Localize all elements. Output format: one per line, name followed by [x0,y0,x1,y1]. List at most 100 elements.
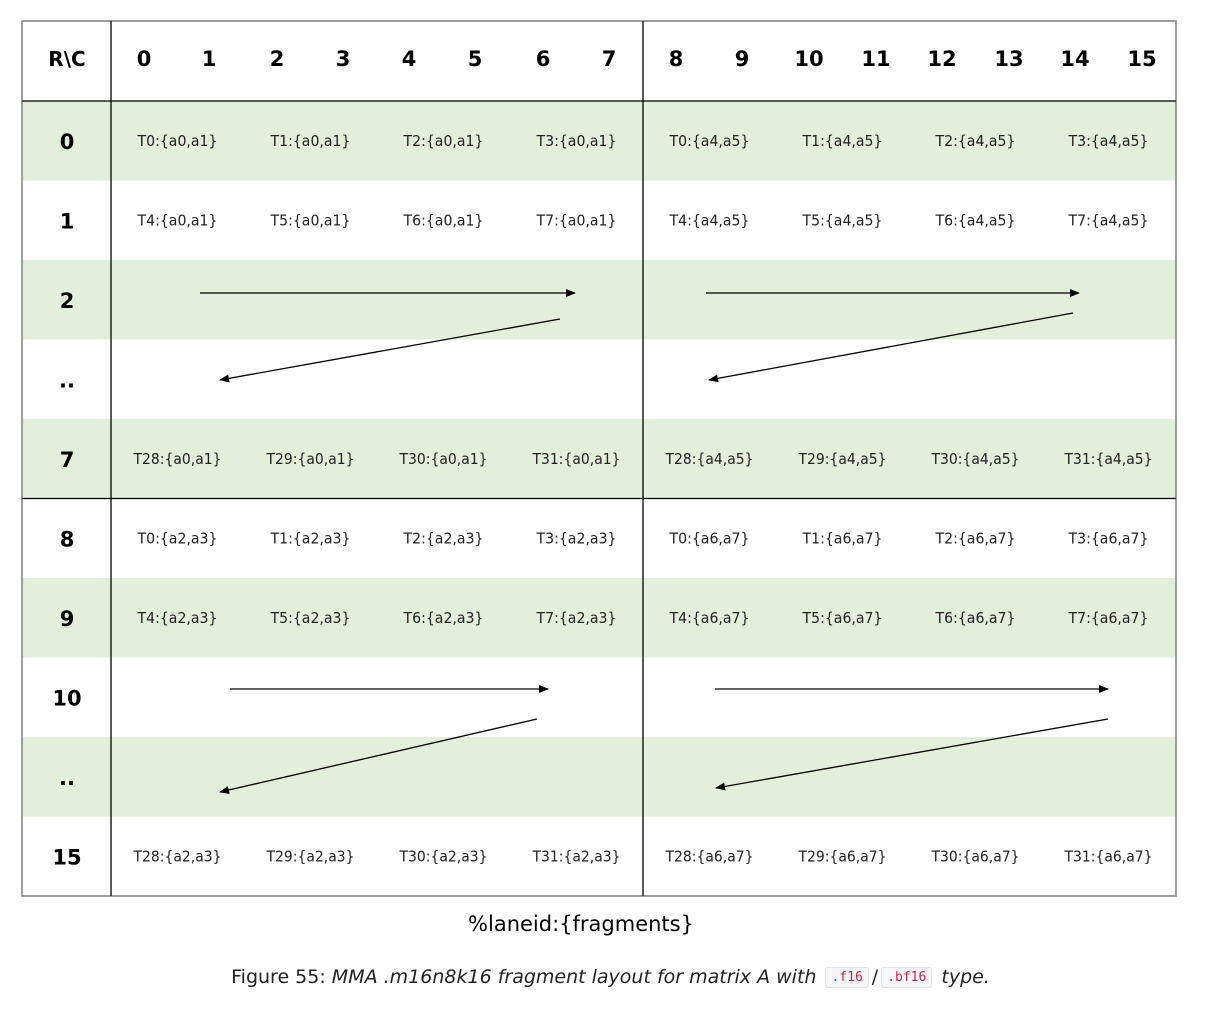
fragment-cell: T7:{a0,a1} [536,211,617,229]
fragment-cell: T30:{a6,a7} [931,847,1020,865]
column-header-label: 9 [735,47,750,71]
column-header-label: 6 [536,47,551,71]
fragment-cell: T31:{a2,a3} [532,847,621,865]
fragment-cell: T7:{a2,a3} [536,609,617,627]
row-label: 15 [52,845,81,869]
fragment-cell: T30:{a0,a1} [399,450,488,468]
arrow-back-upper-right [708,312,1074,383]
column-header-label: 1 [202,47,217,71]
fragment-cell: T5:{a0,a1} [270,211,351,229]
column-header-label: 10 [794,47,823,71]
fragment-cell: T29:{a2,a3} [266,847,355,865]
caption-separator: / [871,966,879,988]
column-header-label: 11 [861,47,890,71]
column-header-label: 15 [1127,47,1156,71]
row-band [22,101,1176,181]
fragment-cell: T28:{a2,a3} [133,847,222,865]
fragment-cell: T7:{a4,a5} [1068,211,1149,229]
row-label: 7 [60,448,75,472]
fragment-cell: T3:{a4,a5} [1068,132,1149,150]
fragment-cell: T2:{a0,a1} [403,132,484,150]
row-label: 9 [60,607,75,631]
row-label: 1 [60,209,75,233]
caption-prefix: Figure 55: [231,966,332,988]
fragment-cell: T0:{a4,a5} [669,132,750,150]
legend-text: %laneid:{fragments} [468,912,694,936]
fragment-cell: T28:{a4,a5} [665,450,754,468]
fragment-cell: T5:{a6,a7} [802,609,883,627]
row-band [22,260,1176,340]
column-header-label: 7 [602,47,617,71]
caption-italic-text: MMA .m16n8k16 fragment layout for matrix… [331,966,817,988]
column-header-label: 12 [927,47,956,71]
row-band [22,737,1176,817]
fragment-cell: T30:{a4,a5} [931,450,1020,468]
row-label: 2 [60,289,75,313]
fragment-cell: T5:{a4,a5} [802,211,883,229]
fragment-cell: T3:{a0,a1} [536,132,617,150]
continuation-arrows [200,289,1109,794]
column-header: R\C 0 1 2 3 4 5 6 7 8 9 10 11 12 13 14 15 [48,47,1156,71]
fragment-cell: T4:{a4,a5} [669,211,750,229]
fragment-cell: T1:{a0,a1} [270,132,351,150]
arrow-back-lower-right [715,718,1109,791]
row-bands [22,101,1176,817]
row-label: 0 [60,130,75,154]
column-header-label: 2 [270,47,285,71]
fragment-cell: T1:{a4,a5} [802,132,883,150]
caption-code-f16: .f16 [825,967,869,988]
grid-lines [21,20,1177,897]
fragment-cell: T3:{a2,a3} [536,529,617,547]
column-header-label: 13 [994,47,1023,71]
row-label: 10 [52,686,81,710]
column-header-label: 0 [137,47,152,71]
fragment-cell: T4:{a2,a3} [137,609,218,627]
fragment-cell: T31:{a0,a1} [532,450,621,468]
row-label: 8 [60,527,75,551]
fragment-cell: T28:{a6,a7} [665,847,754,865]
fragment-cell: T31:{a6,a7} [1064,847,1153,865]
fragment-cell: T0:{a6,a7} [669,529,750,547]
column-header-label: 3 [336,47,351,71]
fragment-cell: T1:{a6,a7} [802,529,883,547]
fragment-cell: T29:{a0,a1} [266,450,355,468]
arrow-back-lower-left [219,718,538,794]
fragment-cell: T30:{a2,a3} [399,847,488,865]
fragment-cells: T0:{a0,a1} T1:{a0,a1} T2:{a0,a1} T3:{a0,a1}… [133,132,1153,866]
fragment-cell: T2:{a4,a5} [935,132,1016,150]
corner-label: R\C [48,47,85,71]
fragment-cell: T0:{a0,a1} [137,132,218,150]
fragment-cell: T4:{a6,a7} [669,609,750,627]
fragment-cell: T29:{a6,a7} [798,847,887,865]
fragment-cell: T1:{a2,a3} [270,529,351,547]
arrow-back-upper-left [219,318,561,383]
table-border [21,20,1177,897]
column-header-label: 5 [468,47,483,71]
fragment-cell: T5:{a2,a3} [270,609,351,627]
fragment-cell: T6:{a4,a5} [935,211,1016,229]
column-header-label: 8 [669,47,684,71]
row-band [22,419,1176,499]
fragment-cell: T3:{a6,a7} [1068,529,1149,547]
fragment-cell: T6:{a6,a7} [935,609,1016,627]
caption-code-bf16: .bf16 [881,967,933,988]
row-band [22,578,1176,658]
figure-caption: Figure 55: MMA .m16n8k16 fragment layout… [0,966,1221,988]
fragment-cell: T29:{a4,a5} [798,450,887,468]
column-header-label: 14 [1060,47,1089,71]
row-label: .. [59,766,75,790]
fragment-cell: T28:{a0,a1} [133,450,222,468]
fragment-cell: T2:{a2,a3} [403,529,484,547]
fragment-cell: T0:{a2,a3} [137,529,218,547]
row-labels: 0 1 2.. 7 8 9 10.. 15 [52,130,81,870]
row-label: .. [59,368,75,392]
column-header-label: 4 [402,47,417,71]
fragment-cell: T31:{a4,a5} [1064,450,1153,468]
caption-type-text: type. [941,966,990,988]
fragment-cell: T6:{a0,a1} [403,211,484,229]
fragment-cell: T7:{a6,a7} [1068,609,1149,627]
fragment-cell: T2:{a6,a7} [935,529,1016,547]
fragment-cell: T4:{a0,a1} [137,211,218,229]
fragment-cell: T6:{a2,a3} [403,609,484,627]
